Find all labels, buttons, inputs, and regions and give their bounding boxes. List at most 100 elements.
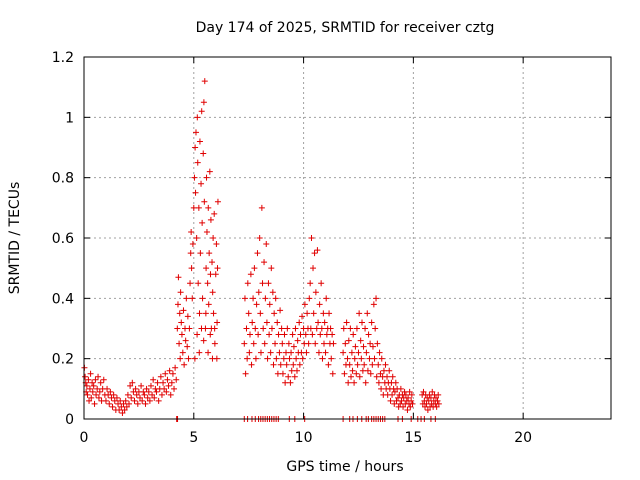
data-point [124,391,131,398]
data-point [315,349,322,356]
x-tick-label: 0 [80,430,89,446]
data-point [362,325,369,332]
data-point [272,340,279,347]
data-point [270,361,277,368]
data-point [203,228,210,235]
data-point [296,319,303,326]
data-point [376,349,383,356]
data-point [175,274,182,281]
data-point [116,406,123,413]
data-point [83,382,90,389]
data-point [120,400,127,407]
data-point [285,340,292,347]
data-point [186,325,193,332]
data-point [356,310,363,317]
data-point [126,400,133,407]
data-point [115,400,122,407]
data-point [427,394,434,401]
data-point [157,373,164,380]
data-point [207,331,214,338]
data-point [108,394,115,401]
data-point [244,280,251,287]
data-point [90,382,97,389]
data-point [398,397,405,404]
data-point [149,391,156,398]
data-point [96,388,103,395]
data-point [203,265,210,272]
data-point [122,397,129,404]
data-point [288,349,295,356]
data-point [94,385,101,392]
data-point [343,319,350,326]
data-point [317,331,324,338]
data-point [141,391,148,398]
data-point [177,355,184,362]
data-point [241,340,248,347]
data-point [180,307,187,314]
data-point [214,319,221,326]
data-point [328,355,335,362]
data-point [97,379,104,386]
data-point [274,370,281,377]
data-point [129,379,136,386]
data-point [312,340,319,347]
data-point [275,331,282,338]
data-point [214,265,221,272]
data-point [267,349,274,356]
data-point [133,391,140,398]
data-point [200,150,207,157]
data-point [269,289,276,296]
data-point [147,382,154,389]
data-point [86,385,93,392]
data-point [348,349,355,356]
data-point [138,382,145,389]
data-point [194,159,201,166]
data-point [184,313,191,320]
data-point [329,370,336,377]
data-point [389,391,396,398]
data-point [341,370,348,377]
data-point [197,250,204,257]
data-point [261,259,268,266]
data-point [386,367,393,374]
data-point [174,325,181,332]
data-point [88,394,95,401]
data-point [117,397,124,404]
data-point [288,367,295,374]
data-point [100,376,107,383]
data-point [244,355,251,362]
data-point [187,280,194,287]
data-point [210,235,217,241]
data-point [261,340,268,347]
data-point [160,379,167,386]
data-point [319,355,326,362]
data-point [342,340,349,347]
data-point [92,376,99,383]
data-point [199,295,206,302]
data-point [136,394,143,401]
data-point [375,379,382,386]
data-point [211,325,218,332]
data-point [250,340,257,347]
data-point [245,310,252,317]
data-point [350,331,357,338]
x-tick-label: 10 [295,430,313,446]
data-point [263,319,270,326]
data-point [302,331,309,338]
data-point [330,340,337,347]
data-point [171,385,178,392]
data-point [370,301,377,308]
data-point [198,108,205,115]
data-point [254,250,261,257]
data-point [373,295,380,302]
data-point [199,219,206,226]
data-point [266,331,273,338]
data-point [263,241,270,248]
data-point [360,343,367,350]
data-point [276,349,283,356]
y-tick-label: 0.6 [52,231,74,247]
data-point [188,265,195,272]
data-point [187,250,194,257]
data-point [246,349,253,356]
data-point [86,397,93,404]
